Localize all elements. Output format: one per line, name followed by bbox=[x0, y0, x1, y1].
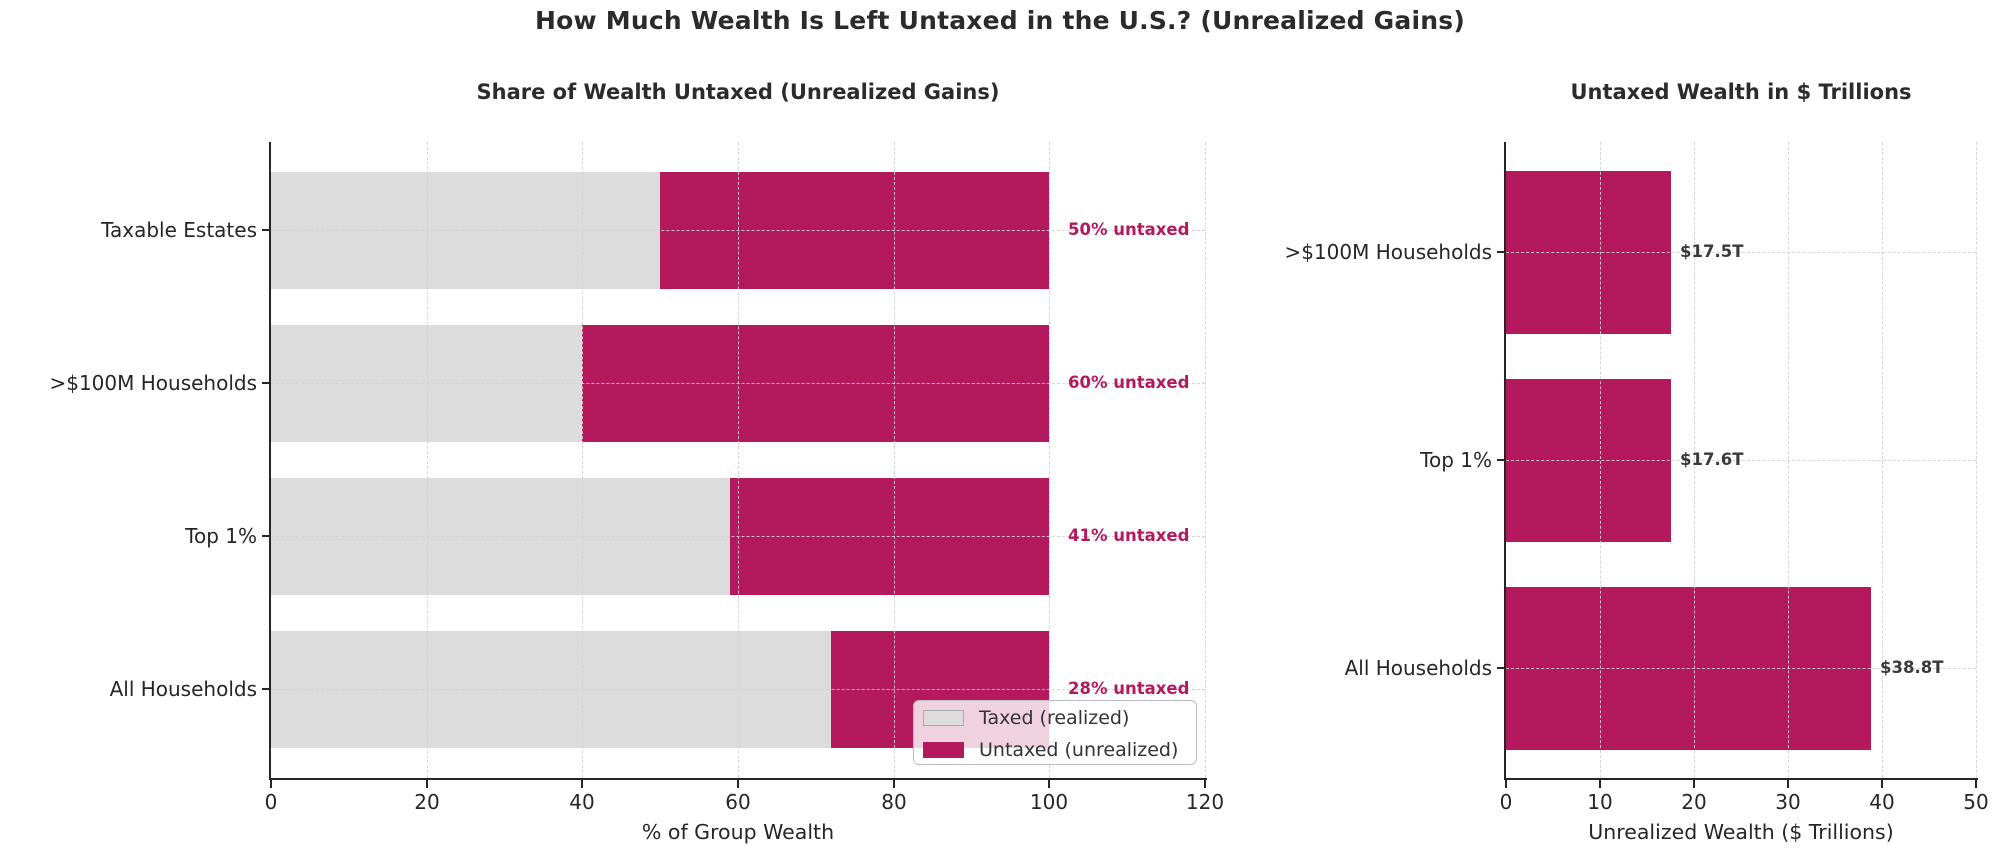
legend-swatch-untaxed bbox=[923, 742, 964, 758]
x-tick bbox=[1693, 780, 1695, 788]
bar-segment-untaxed bbox=[1506, 171, 1671, 334]
y-tick bbox=[262, 229, 271, 231]
x-tick bbox=[426, 780, 428, 788]
x-tick-label: 50 bbox=[1963, 790, 1989, 814]
bar-value-label: 28% untaxed bbox=[1068, 679, 1190, 698]
x-axis-label: % of Group Wealth bbox=[641, 820, 835, 844]
legend-item: Taxed (realized) bbox=[914, 701, 1196, 733]
legend: Taxed (realized) Untaxed (unrealized) bbox=[913, 700, 1197, 765]
gridline-vertical bbox=[1205, 142, 1206, 778]
bar-value-label: $38.8T bbox=[1880, 658, 1944, 677]
legend-label: Taxed (realized) bbox=[979, 707, 1130, 729]
gridline-vertical bbox=[1882, 142, 1883, 778]
category-label: All Households bbox=[1344, 656, 1492, 680]
y-tick bbox=[262, 688, 271, 690]
bar-segment-taxed bbox=[271, 631, 832, 748]
x-tick bbox=[893, 780, 895, 788]
gridline-vertical bbox=[1694, 142, 1695, 778]
x-tick-label: 60 bbox=[725, 790, 751, 814]
x-tick bbox=[1599, 780, 1601, 788]
bar-value-label: 41% untaxed bbox=[1068, 526, 1190, 545]
x-tick-label: 0 bbox=[264, 790, 278, 814]
gridline-vertical bbox=[738, 142, 739, 778]
x-axis-spine bbox=[269, 778, 1207, 780]
bar-segment-taxed bbox=[271, 325, 583, 442]
x-tick-label: 120 bbox=[1185, 790, 1225, 814]
x-tick bbox=[270, 780, 272, 788]
x-tick-label: 30 bbox=[1775, 790, 1801, 814]
bar-segment-untaxed bbox=[660, 172, 1050, 289]
x-tick bbox=[1787, 780, 1789, 788]
legend-swatch-taxed bbox=[923, 710, 964, 726]
gridline-horizontal bbox=[271, 230, 1205, 231]
bar-segment-untaxed bbox=[582, 325, 1050, 442]
x-axis-label: Unrealized Wealth ($ Trillions) bbox=[1588, 820, 1894, 844]
x-tick-label: 100 bbox=[1029, 790, 1069, 814]
bar-value-label: $17.5T bbox=[1680, 242, 1744, 261]
gridline-horizontal bbox=[271, 689, 1205, 690]
x-tick-label: 40 bbox=[569, 790, 595, 814]
y-tick bbox=[1497, 251, 1506, 253]
bar-segment-untaxed bbox=[1506, 587, 1871, 750]
x-tick-label: 80 bbox=[881, 790, 907, 814]
x-tick-label: 0 bbox=[1499, 790, 1513, 814]
bar-segment-taxed bbox=[271, 172, 661, 289]
x-tick bbox=[737, 780, 739, 788]
category-label: Top 1% bbox=[1420, 448, 1492, 472]
y-axis-spine bbox=[269, 142, 271, 780]
gridline-horizontal bbox=[1506, 668, 1976, 669]
gridline-horizontal bbox=[271, 536, 1205, 537]
x-tick bbox=[1505, 780, 1507, 788]
x-tick-label: 40 bbox=[1869, 790, 1895, 814]
bar-value-label: 50% untaxed bbox=[1068, 220, 1190, 239]
category-label: >$100M Households bbox=[49, 371, 257, 395]
main-title: How Much Wealth Is Left Untaxed in the U… bbox=[535, 6, 1465, 35]
bar-value-label: $17.6T bbox=[1680, 450, 1744, 469]
chart-title: Share of Wealth Untaxed (Unrealized Gain… bbox=[476, 80, 1000, 104]
x-tick bbox=[1975, 780, 1977, 788]
x-tick bbox=[581, 780, 583, 788]
category-label: All Households bbox=[109, 677, 257, 701]
gridline-vertical bbox=[1049, 142, 1050, 778]
gridline-vertical bbox=[1600, 142, 1601, 778]
gridline-vertical bbox=[894, 142, 895, 778]
gridline-vertical bbox=[1788, 142, 1789, 778]
chart-title: Untaxed Wealth in $ Trillions bbox=[1570, 80, 1912, 104]
bar-segment-untaxed bbox=[1506, 379, 1672, 542]
category-label: Taxable Estates bbox=[101, 218, 257, 242]
x-tick-label: 10 bbox=[1587, 790, 1613, 814]
y-tick bbox=[262, 535, 271, 537]
gridline-vertical bbox=[582, 142, 583, 778]
y-axis-spine bbox=[1504, 142, 1506, 780]
y-tick bbox=[262, 382, 271, 384]
y-tick bbox=[1497, 459, 1506, 461]
legend-item: Untaxed (unrealized) bbox=[914, 733, 1196, 765]
bar-value-label: 60% untaxed bbox=[1068, 373, 1190, 392]
bar-segment-taxed bbox=[271, 478, 731, 595]
x-tick bbox=[1048, 780, 1050, 788]
x-tick bbox=[1204, 780, 1206, 788]
y-tick bbox=[1497, 667, 1506, 669]
bar-segment-untaxed bbox=[831, 631, 1050, 748]
category-label: Top 1% bbox=[185, 524, 257, 548]
x-axis-spine bbox=[1504, 778, 1978, 780]
gridline-vertical bbox=[427, 142, 428, 778]
gridline-horizontal bbox=[1506, 252, 1976, 253]
bar-segment-untaxed bbox=[730, 478, 1050, 595]
x-tick bbox=[1881, 780, 1883, 788]
category-label: >$100M Households bbox=[1284, 240, 1492, 264]
gridline-horizontal bbox=[1506, 460, 1976, 461]
gridline-vertical bbox=[1976, 142, 1977, 778]
gridline-horizontal bbox=[271, 383, 1205, 384]
legend-label: Untaxed (unrealized) bbox=[979, 739, 1179, 761]
x-tick-label: 20 bbox=[1681, 790, 1707, 814]
x-tick-label: 20 bbox=[414, 790, 440, 814]
